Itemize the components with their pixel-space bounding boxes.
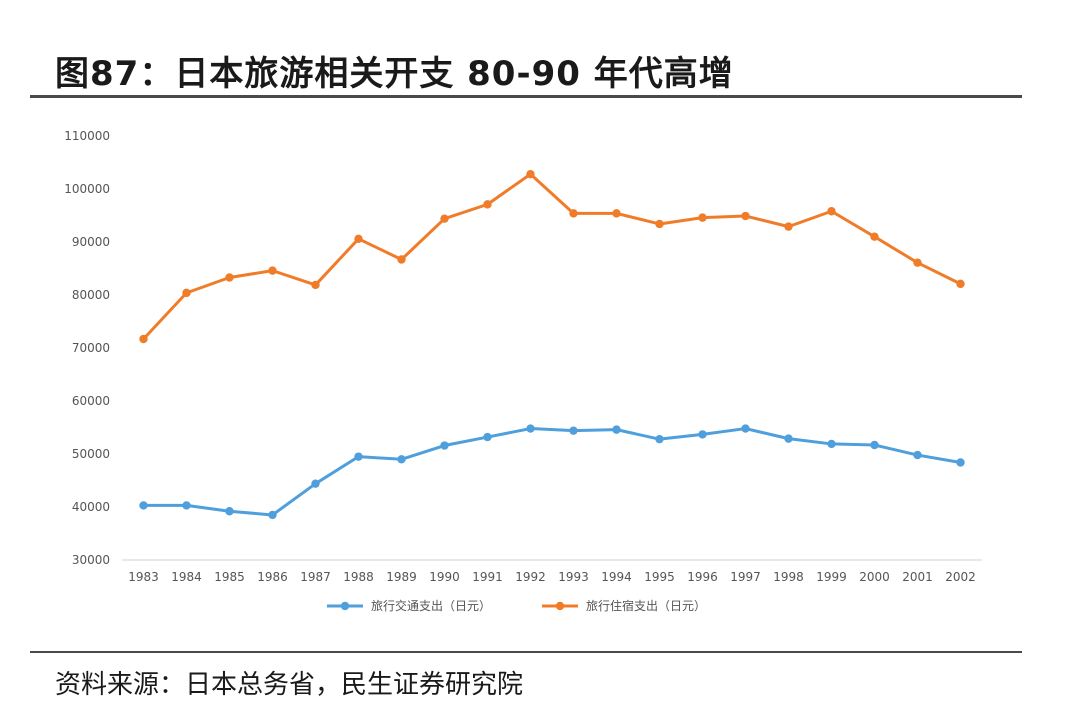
x-tick-label: 1984 [171, 570, 202, 584]
y-tick-label: 90000 [72, 235, 110, 249]
data-point [569, 426, 578, 435]
x-tick-label: 1995 [644, 570, 675, 584]
data-point [182, 288, 191, 298]
y-tick-label: 50000 [72, 447, 110, 461]
data-point [913, 450, 922, 460]
chart-title: 图87：日本旅游相关开支 80-90 年代高增 [55, 54, 734, 94]
data-point [612, 209, 621, 218]
data-point [268, 266, 277, 275]
x-tick-label: 1983 [128, 570, 159, 584]
data-point [354, 234, 363, 244]
series-2 [139, 169, 965, 344]
data-point [956, 279, 965, 289]
legend-item: 旅行住宿支出（日元） [542, 598, 706, 613]
x-tick-label: 2001 [902, 570, 933, 584]
x-tick-label: 1989 [386, 570, 417, 584]
x-tick-label: 1994 [601, 570, 632, 584]
data-point [311, 479, 320, 488]
data-point [956, 458, 965, 467]
data-point [139, 334, 148, 344]
x-tick-label: 1998 [773, 570, 804, 584]
x-tick-label: 1985 [214, 570, 245, 584]
series-1 [139, 424, 965, 520]
series-line [142, 427, 962, 517]
data-point [397, 455, 406, 464]
x-tick-label: 1990 [429, 570, 460, 584]
data-point [139, 501, 148, 510]
data-point [741, 211, 750, 221]
y-tick-label: 60000 [72, 394, 110, 408]
data-point [440, 214, 449, 223]
x-tick-label: 1996 [687, 570, 718, 584]
data-point [655, 219, 664, 229]
y-axis-ticks: 30000 40000 50000 60000 70000 80000 90000 10000… [64, 129, 110, 567]
data-point [655, 434, 664, 444]
legend-swatch-marker [555, 601, 565, 611]
y-tick-label: 100000 [64, 182, 110, 196]
line-chart: 30000 40000 50000 60000 70000 80000 90000 10000… [64, 129, 982, 613]
y-tick-label: 110000 [64, 129, 110, 143]
data-point [483, 432, 492, 442]
series-layer [139, 169, 965, 520]
footer-divider [30, 651, 1022, 653]
x-axis-ticks: 1983 1984 1985 1986 1987 1988 1989 1990 1991 1992… [128, 570, 976, 584]
data-point [268, 510, 277, 520]
data-point [827, 207, 836, 216]
x-tick-label: 1999 [816, 570, 847, 584]
data-point [526, 424, 535, 433]
x-tick-label: 1986 [257, 570, 288, 584]
x-tick-label: 2000 [859, 570, 890, 584]
data-point [569, 209, 578, 218]
data-point [612, 425, 621, 434]
data-point [698, 430, 707, 439]
legend-item: 旅行交通支出（日元） [327, 598, 491, 613]
x-tick-label: 1988 [343, 570, 374, 584]
x-tick-label: 1997 [730, 570, 761, 584]
data-point [526, 169, 535, 179]
data-point [225, 273, 234, 282]
x-tick-label: 1992 [515, 570, 546, 584]
data-point [311, 280, 320, 290]
legend-label: 旅行交通支出（日元） [371, 598, 491, 613]
data-point [397, 255, 406, 264]
source-note: 资料来源：日本总务省，民生证券研究院 [55, 670, 524, 700]
data-point [741, 424, 750, 433]
data-point [354, 452, 363, 461]
y-tick-label: 70000 [72, 341, 110, 355]
data-point [784, 222, 793, 231]
y-tick-label: 40000 [72, 500, 110, 514]
data-point [440, 441, 449, 450]
x-tick-label: 2002 [945, 570, 976, 584]
legend: 旅行交通支出（日元） 旅行住宿支出（日元） [327, 598, 706, 613]
x-tick-label: 1991 [472, 570, 503, 584]
data-point [827, 439, 836, 449]
y-tick-label: 30000 [72, 553, 110, 567]
y-tick-label: 80000 [72, 288, 110, 302]
legend-label: 旅行住宿支出（日元） [586, 598, 706, 613]
data-point [870, 440, 879, 450]
data-point [913, 258, 922, 267]
data-point [870, 232, 879, 241]
data-point [182, 501, 191, 510]
data-point [784, 434, 793, 443]
data-point [698, 213, 707, 222]
data-point [483, 200, 492, 209]
legend-swatch-marker [340, 601, 350, 611]
x-tick-label: 1993 [558, 570, 589, 584]
title-divider [30, 95, 1022, 98]
data-point [225, 507, 234, 516]
series-line [142, 172, 962, 341]
x-tick-label: 1987 [300, 570, 331, 584]
